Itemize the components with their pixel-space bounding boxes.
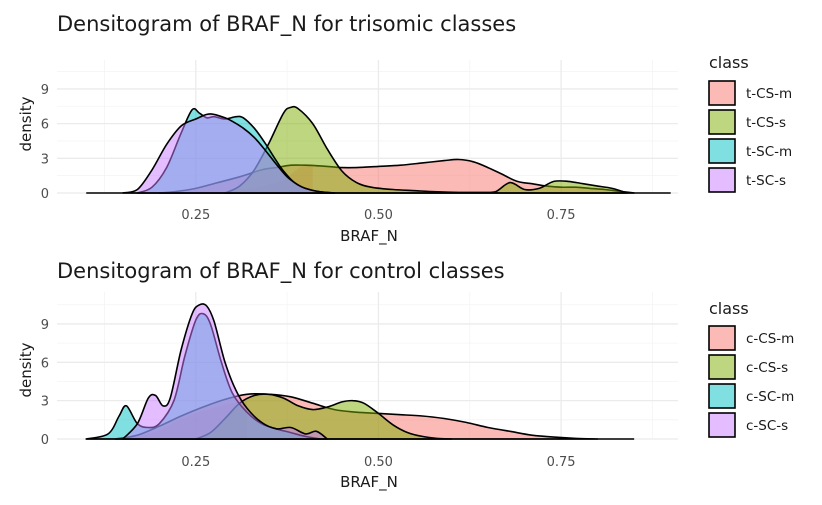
legend-label: c-SC-m xyxy=(746,389,794,405)
x-tick-label: 0.50 xyxy=(364,208,393,223)
y-tick-label: 6 xyxy=(41,118,49,133)
x-tick-label: 0.25 xyxy=(181,208,210,223)
y-tick-label: 3 xyxy=(41,152,49,167)
y-axis-label: density xyxy=(17,96,35,151)
density-t-SC-s xyxy=(122,113,336,194)
x-tick-label: 0.75 xyxy=(547,455,576,470)
legend-label: c-CS-m xyxy=(746,331,794,347)
chart-title: Densitogram of BRAF_N for trisomic class… xyxy=(57,12,516,37)
y-tick-label: 9 xyxy=(41,83,49,98)
legend-key-c-SC-s xyxy=(708,412,736,438)
chart-trisomic: Densitogram of BRAF_N for trisomic class… xyxy=(17,12,792,246)
density-t-CS-s xyxy=(224,105,628,194)
legend-label: t-CS-s xyxy=(746,115,786,131)
legend-key-t-CS-s xyxy=(708,109,736,135)
legend-key-t-CS-m xyxy=(708,80,736,106)
legend-title: class xyxy=(709,299,749,318)
chart-control: Densitogram of BRAF_N for control classe… xyxy=(17,259,794,492)
legend-title: class xyxy=(709,53,749,72)
y-tick-label: 6 xyxy=(41,356,49,371)
y-tick-label: 0 xyxy=(41,187,49,202)
legend-key-c-SC-m xyxy=(708,383,736,409)
x-axis-label: BRAF_N xyxy=(340,473,398,492)
legend-label: c-CS-s xyxy=(746,360,788,376)
legend-key-t-SC-s xyxy=(708,167,736,193)
legend-label: t-SC-m xyxy=(746,144,792,160)
legend: t-CS-m t-CS-s t-SC-m t-SC-s xyxy=(708,80,792,193)
y-tick-label: 0 xyxy=(41,433,49,448)
legend-label: c-SC-s xyxy=(746,418,788,434)
chart-title: Densitogram of BRAF_N for control classe… xyxy=(57,259,505,284)
x-axis-label: BRAF_N xyxy=(340,227,398,246)
legend-label: t-CS-m xyxy=(746,86,792,102)
y-tick-label: 9 xyxy=(41,318,49,333)
plot-panel: 0.25 0.50 0.75 0 3 6 9 xyxy=(41,60,678,223)
legend: c-CS-m c-CS-s c-SC-m c-SC-s xyxy=(708,325,794,438)
plot-panel: 0.25 0.50 0.75 0 3 6 9 xyxy=(41,292,678,470)
x-tick-label: 0.50 xyxy=(364,455,393,470)
legend-key-c-CS-s xyxy=(708,354,736,380)
y-tick-label: 3 xyxy=(41,395,49,410)
density-c-SC-s xyxy=(122,303,329,440)
y-axis-label: density xyxy=(17,342,35,397)
x-tick-label: 0.75 xyxy=(547,208,576,223)
legend-label: t-SC-s xyxy=(746,173,786,189)
x-tick-label: 0.25 xyxy=(181,455,210,470)
legend-key-c-CS-m xyxy=(708,325,736,351)
legend-key-t-SC-m xyxy=(708,138,736,164)
